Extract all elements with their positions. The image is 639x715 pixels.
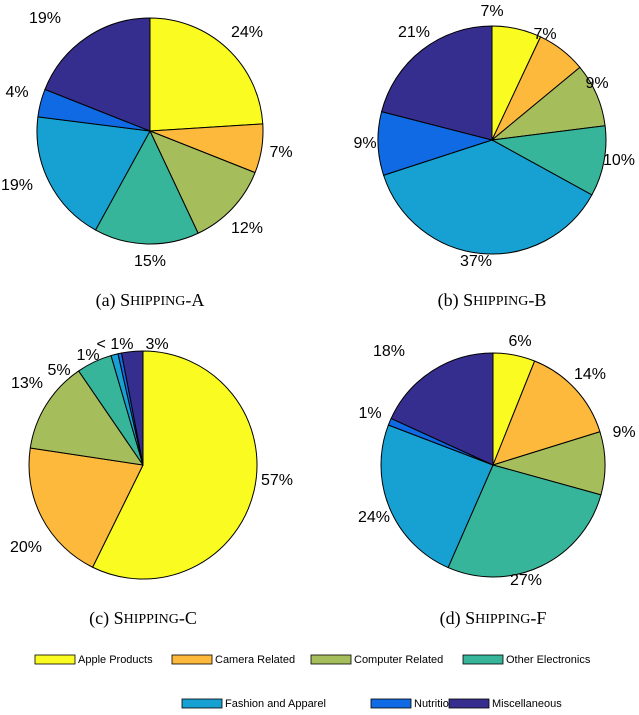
legend-item: Camera Related (171, 654, 295, 666)
slice-label: 20% (10, 539, 42, 556)
legend: Apple Products Camera Related Computer Rel… (34, 654, 591, 710)
pie-slice (36, 116, 151, 231)
pie-2: 7% 7% 9% 10% 37% 9% 21% (b) SHIPPING-B (353, 3, 635, 311)
slice-label: 13% (11, 375, 43, 392)
pie-slice (121, 350, 144, 466)
pie-slice (149, 17, 264, 132)
pie-slice (44, 17, 151, 132)
slice-label: 12% (231, 220, 263, 237)
pie-slice (447, 464, 602, 578)
subplot-caption: (b) SHIPPING-B (438, 290, 547, 311)
legend-swatch (448, 698, 490, 709)
slice-label: 3% (145, 336, 168, 353)
slice-label: 21% (398, 24, 430, 41)
slice-label: < 1% (97, 336, 134, 353)
pie-slice (492, 360, 601, 466)
pie-slice (381, 25, 493, 141)
legend-label: Miscellaneous (492, 698, 562, 710)
slice-label: 5% (47, 362, 70, 379)
pie-slice (390, 352, 494, 466)
slice-label: 9% (612, 424, 635, 441)
legend-swatch (310, 654, 352, 665)
pie-slice (29, 370, 144, 466)
legend-label: Nutrition (414, 698, 455, 710)
subplot-caption: (c) SHIPPING-C (89, 608, 197, 629)
legend-label: Camera Related (215, 654, 295, 666)
legend-swatch (462, 654, 504, 665)
pie-slice (380, 424, 494, 569)
pie-slice (92, 350, 258, 580)
pie-slice (491, 125, 607, 196)
pie-slice (149, 130, 256, 234)
legend-label: Other Electronics (506, 654, 591, 666)
slice-label: 4% (5, 84, 28, 101)
slice-label: 19% (29, 10, 61, 27)
legend-item: Computer Related (310, 654, 443, 666)
legend-item: Fashion and Apparel (181, 698, 326, 710)
slice-label: 14% (574, 366, 606, 383)
slice-label: 6% (508, 333, 531, 350)
slice-label: 27% (510, 572, 542, 589)
subplot-caption: (d) SHIPPING-F (440, 608, 547, 629)
pie-3: 57% 20% 13%5% 1%< 1% 3% (c) SHIPPING-C (10, 336, 293, 629)
slice-label: 37% (460, 253, 492, 270)
slice-label: 7% (480, 3, 503, 20)
legend-item: Apple Products (34, 654, 153, 666)
pie-4: 6% 14% 9% 27% 24% 1% 18% (d) SHIPPING-F (358, 333, 636, 629)
slice-label: 57% (261, 472, 293, 489)
slice-label: 18% (373, 343, 405, 360)
slice-label: 15% (134, 253, 166, 270)
slice-label: 10% (603, 152, 635, 169)
slice-label: 7% (533, 26, 556, 43)
slice-label: 1% (76, 347, 99, 364)
legend-swatch (171, 654, 213, 665)
legend-item: Nutrition (370, 698, 455, 710)
legend-swatch (34, 654, 76, 665)
legend-swatch (370, 698, 412, 709)
legend-item: Other Electronics (462, 654, 591, 666)
pie-slice (28, 447, 144, 568)
pie-slice (383, 139, 593, 255)
pie-1: 24% 7% 12% 15% 19% 4% 19% (a) SHIPPING-A (1, 10, 293, 311)
slice-label: 19% (1, 177, 33, 194)
pie-slice (95, 130, 199, 245)
legend-label: Apple Products (78, 654, 153, 666)
slice-label: 7% (269, 144, 292, 161)
legend-label: Fashion and Apparel (225, 698, 326, 710)
slice-label: 9% (353, 135, 376, 152)
slice-label: 24% (231, 24, 263, 41)
slice-label: 9% (585, 75, 608, 92)
legend-label: Computer Related (354, 654, 443, 666)
slice-label: 1% (358, 405, 381, 422)
slice-label: 24% (358, 509, 390, 526)
legend-swatch (181, 698, 223, 709)
legend-item: Miscellaneous (448, 698, 562, 710)
subplot-caption: (a) SHIPPING-A (96, 290, 205, 311)
